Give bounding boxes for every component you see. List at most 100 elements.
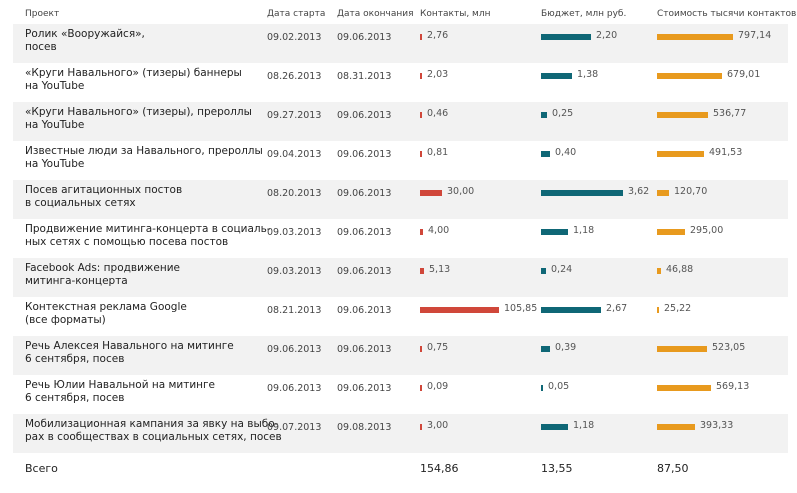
budget-bar bbox=[541, 346, 550, 352]
project-line-1: «Круги Навального» (тизеры), прероллы bbox=[25, 106, 252, 118]
end-date: 08.31.2013 bbox=[337, 71, 392, 82]
cost-bar bbox=[657, 307, 659, 313]
budget-bar bbox=[541, 268, 546, 274]
cost-bar bbox=[657, 151, 704, 157]
end-date: 09.06.2013 bbox=[337, 149, 392, 160]
cost-value: 491,53 bbox=[709, 147, 743, 158]
contacts-value: 105,85 bbox=[504, 303, 538, 314]
cost-bar bbox=[657, 385, 711, 391]
budget-value: 1,18 bbox=[573, 225, 595, 236]
project-line-1: Контекстная реклама Google bbox=[25, 301, 187, 313]
table-row: «Круги Навального» (тизеры), прероллы на … bbox=[13, 102, 788, 141]
project-line-1: Facebook Ads: продвижение bbox=[25, 262, 180, 274]
budget-bar bbox=[541, 385, 543, 391]
table-row: Facebook Ads: продвижение митинга-концерт… bbox=[13, 258, 788, 297]
budget-value: 0,39 bbox=[555, 342, 577, 353]
table-row: Ролик «Вооружайся», посев 09.02.2013 09.0… bbox=[13, 24, 788, 63]
end-date: 09.06.2013 bbox=[337, 266, 392, 277]
table-row: Речь Алексея Навального на митинге 6 сент… bbox=[13, 336, 788, 375]
contacts-value: 0,81 bbox=[427, 147, 449, 158]
start-date: 09.04.2013 bbox=[267, 149, 322, 160]
end-date: 09.06.2013 bbox=[337, 227, 392, 238]
contacts-value: 2,76 bbox=[427, 30, 449, 41]
end-date: 09.06.2013 bbox=[337, 110, 392, 121]
contacts-bar bbox=[420, 385, 422, 391]
project-name: «Круги Навального» (тизеры) баннеры на Yo… bbox=[25, 67, 242, 93]
contacts-bar bbox=[420, 307, 499, 313]
contacts-bar bbox=[420, 73, 422, 79]
budget-bar bbox=[541, 112, 547, 118]
project-name: Мобилизационная кампания за явку на выбо… bbox=[25, 418, 282, 444]
end-date: 09.06.2013 bbox=[337, 383, 392, 394]
start-date: 09.03.2013 bbox=[267, 227, 322, 238]
end-date: 09.06.2013 bbox=[337, 344, 392, 355]
project-line-2: 6 сентября, посев bbox=[25, 353, 125, 365]
cost-bar bbox=[657, 424, 695, 430]
budget-bar bbox=[541, 34, 591, 40]
cost-value: 25,22 bbox=[664, 303, 692, 314]
project-line-1: Посев агитационных постов bbox=[25, 184, 183, 196]
total-cost: 87,50 bbox=[657, 462, 689, 475]
cost-bar bbox=[657, 346, 707, 352]
contacts-value: 0,46 bbox=[427, 108, 449, 119]
project-name: Ролик «Вооружайся», посев bbox=[25, 28, 145, 54]
start-date: 09.06.2013 bbox=[267, 344, 322, 355]
start-date: 09.06.2013 bbox=[267, 383, 322, 394]
start-date: 09.07.2013 bbox=[267, 422, 322, 433]
contacts-value: 0,09 bbox=[427, 381, 449, 392]
contacts-value: 4,00 bbox=[428, 225, 450, 236]
contacts-bar bbox=[420, 229, 423, 235]
cost-bar bbox=[657, 34, 733, 40]
contacts-value: 30,00 bbox=[447, 186, 475, 197]
project-line-2: ных сетях с помощью посева постов bbox=[25, 236, 229, 248]
project-name: Продвижение митинга-концерта в социаль-н… bbox=[25, 223, 271, 249]
budget-value: 1,38 bbox=[577, 69, 599, 80]
table-row: «Круги Навального» (тизеры) баннеры на Yo… bbox=[13, 63, 788, 102]
contacts-bar bbox=[420, 268, 424, 274]
project-line-2: посев bbox=[25, 41, 57, 53]
end-date: 09.06.2013 bbox=[337, 188, 392, 199]
budget-value: 0,24 bbox=[551, 264, 573, 275]
budget-bar bbox=[541, 73, 572, 79]
project-line-2: в социальных сетях bbox=[25, 197, 136, 209]
table-row: Контекстная реклама Google (все форматы) … bbox=[13, 297, 788, 336]
contacts-bar bbox=[420, 424, 422, 430]
end-date: 09.06.2013 bbox=[337, 32, 392, 43]
project-line-2: митинга-концерта bbox=[25, 275, 128, 287]
table-row: Мобилизационная кампания за явку на выбо… bbox=[13, 414, 788, 453]
header-start: Дата старта bbox=[267, 9, 326, 19]
contacts-bar bbox=[420, 34, 422, 40]
project-line-2: на YouTube bbox=[25, 80, 85, 92]
project-name: Контекстная реклама Google (все форматы) bbox=[25, 301, 187, 327]
project-line-2: на YouTube bbox=[25, 119, 85, 131]
project-name: Известные люди за Навального, прероллы на… bbox=[25, 145, 263, 171]
project-name: Речь Алексея Навального на митинге 6 сент… bbox=[25, 340, 234, 366]
budget-value: 0,40 bbox=[555, 147, 577, 158]
contacts-bar bbox=[420, 151, 422, 157]
header-cost: Стоимость тысячи контактов, руб.. bbox=[657, 9, 797, 19]
budget-value: 1,18 bbox=[573, 420, 595, 431]
cost-bar bbox=[657, 112, 708, 118]
project-name: «Круги Навального» (тизеры), прероллы на … bbox=[25, 106, 252, 132]
table-header: Проект Дата старта Дата окончания Контак… bbox=[0, 9, 797, 23]
cost-bar bbox=[657, 268, 661, 274]
end-date: 09.06.2013 bbox=[337, 305, 392, 316]
contacts-bar bbox=[420, 112, 422, 118]
table-row: Продвижение митинга-концерта в социаль-н… bbox=[13, 219, 788, 258]
project-line-2: на YouTube bbox=[25, 158, 85, 170]
cost-bar bbox=[657, 73, 722, 79]
header-end: Дата окончания bbox=[337, 9, 414, 19]
table-row: Речь Юлии Навальной на митинге 6 сентября… bbox=[13, 375, 788, 414]
budget-value: 2,67 bbox=[606, 303, 628, 314]
contacts-value: 2,03 bbox=[427, 69, 449, 80]
cost-bar bbox=[657, 229, 685, 235]
start-date: 08.20.2013 bbox=[267, 188, 322, 199]
project-name: Facebook Ads: продвижение митинга-концерт… bbox=[25, 262, 180, 288]
cost-value: 536,77 bbox=[713, 108, 747, 119]
project-line-1: Ролик «Вооружайся», bbox=[25, 28, 145, 40]
project-name: Посев агитационных постов в социальных се… bbox=[25, 184, 182, 210]
budget-bar bbox=[541, 424, 568, 430]
start-date: 09.27.2013 bbox=[267, 110, 322, 121]
cost-value: 393,33 bbox=[700, 420, 734, 431]
start-date: 09.03.2013 bbox=[267, 266, 322, 277]
